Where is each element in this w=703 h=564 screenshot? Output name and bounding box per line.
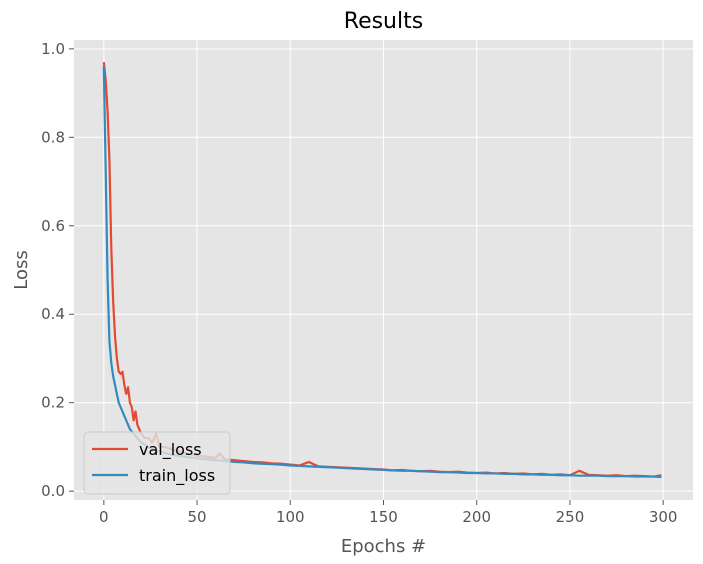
y-tick-label: 1.0 [41, 40, 65, 58]
x-axis-label: Epochs # [341, 536, 426, 557]
legend-box [83, 431, 231, 495]
y-tick-label: 0.4 [41, 305, 65, 323]
x-axis-ticks: 0 50 100 150 200 250 300 [99, 500, 677, 526]
legend: val_loss train_loss [83, 431, 231, 495]
y-tick-label: 0.6 [41, 217, 65, 235]
series-line-train-loss [102, 66, 662, 479]
x-tick-label: 150 [369, 508, 398, 526]
y-axis-ticks: 0.0 0.2 0.4 0.6 0.8 1.0 [41, 40, 74, 500]
series-lines [102, 62, 662, 479]
x-tick-label: 200 [462, 508, 491, 526]
chart-title: Results [344, 9, 423, 34]
y-tick-label: 0.8 [41, 128, 65, 146]
x-tick-label: 100 [276, 508, 305, 526]
x-tick-label: 300 [649, 508, 678, 526]
legend-label-train-loss: train_loss [139, 466, 215, 486]
y-tick-label: 0.2 [41, 394, 65, 412]
x-tick-label: 0 [99, 508, 109, 526]
x-tick-label: 250 [556, 508, 585, 526]
y-axis-label: Loss [11, 250, 32, 289]
legend-label-val-loss: val_loss [139, 440, 202, 460]
y-tick-label: 0.0 [41, 482, 65, 500]
x-tick-label: 50 [188, 508, 207, 526]
